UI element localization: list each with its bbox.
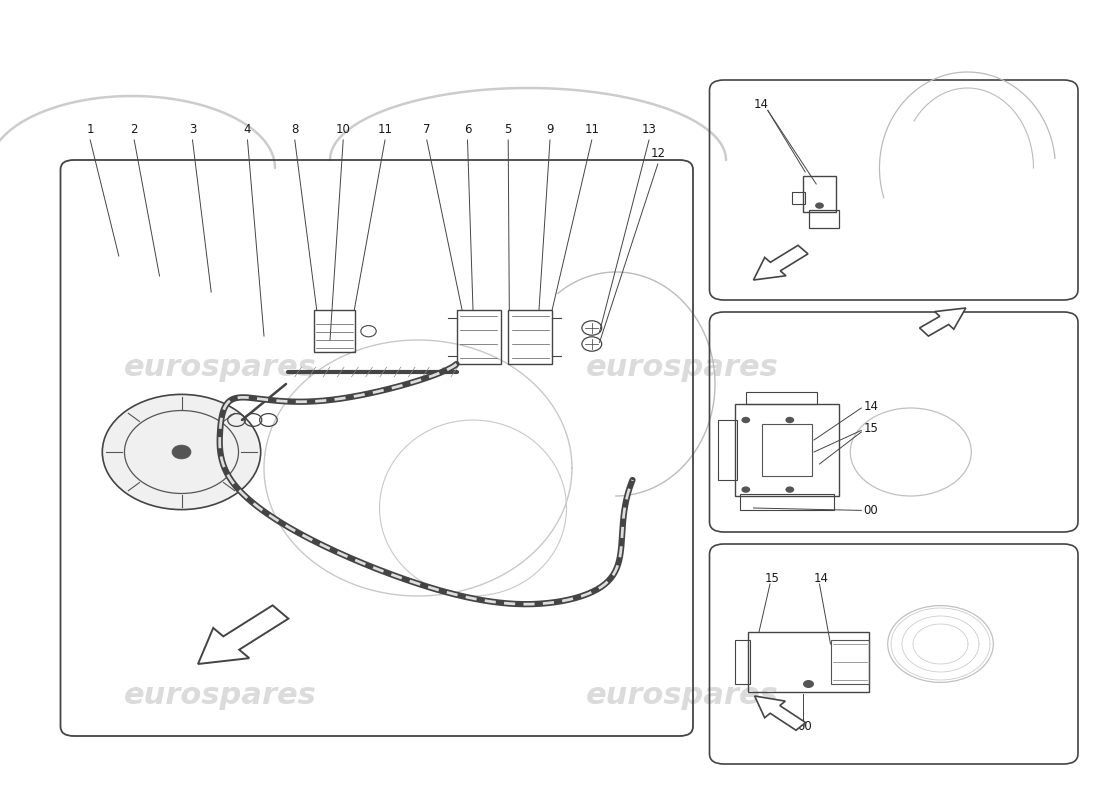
Text: eurospares: eurospares	[585, 682, 779, 710]
Text: 4: 4	[244, 123, 251, 136]
Circle shape	[785, 417, 794, 423]
Bar	[746, 392, 817, 404]
Text: 00: 00	[798, 720, 812, 733]
Bar	[314, 310, 355, 352]
FancyArrow shape	[754, 246, 808, 280]
Circle shape	[803, 680, 814, 688]
Text: 00: 00	[864, 504, 878, 517]
Bar	[735, 404, 839, 496]
Text: 6: 6	[464, 123, 471, 136]
Text: 14: 14	[754, 98, 769, 111]
Bar	[740, 494, 834, 510]
Bar	[456, 310, 501, 364]
Bar	[735, 640, 750, 684]
Text: eurospares: eurospares	[123, 682, 317, 710]
Bar	[762, 424, 812, 476]
Bar	[792, 192, 805, 204]
Circle shape	[172, 445, 191, 459]
Bar	[718, 420, 737, 480]
Text: 15: 15	[864, 422, 879, 435]
Bar	[808, 210, 839, 228]
Text: 9: 9	[547, 123, 553, 136]
Text: eurospares: eurospares	[585, 354, 779, 382]
Text: 2: 2	[131, 123, 138, 136]
FancyArrow shape	[198, 606, 288, 664]
Text: 14: 14	[864, 400, 879, 413]
Text: 15: 15	[764, 573, 780, 586]
Circle shape	[785, 486, 794, 493]
FancyArrow shape	[755, 696, 805, 730]
Text: 8: 8	[292, 123, 298, 136]
Circle shape	[741, 417, 750, 423]
Text: 3: 3	[189, 123, 196, 136]
Circle shape	[741, 486, 750, 493]
Text: 13: 13	[641, 123, 657, 136]
Text: 14: 14	[814, 573, 829, 586]
Text: 12: 12	[650, 147, 666, 160]
Bar	[748, 632, 869, 692]
Text: eurospares: eurospares	[123, 354, 317, 382]
Bar	[830, 640, 869, 684]
Text: 7: 7	[424, 123, 430, 136]
Text: 11: 11	[584, 123, 600, 136]
Circle shape	[102, 394, 261, 510]
Text: 5: 5	[505, 123, 512, 136]
Text: 1: 1	[87, 123, 94, 136]
Circle shape	[815, 202, 824, 209]
Bar	[508, 310, 552, 364]
Bar	[803, 176, 836, 212]
FancyArrow shape	[920, 308, 966, 336]
Text: 11: 11	[377, 123, 393, 136]
Text: 10: 10	[336, 123, 351, 136]
